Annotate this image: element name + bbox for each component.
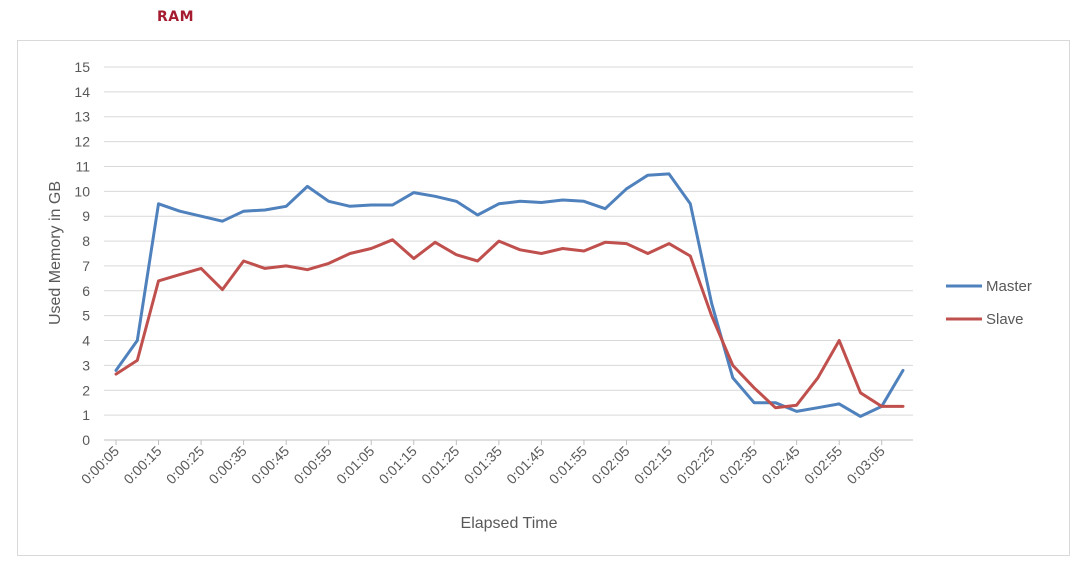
x-axis-ticks: 0:00:050:00:150:00:250:00:350:00:450:00:… [78,440,888,487]
y-tick-label: 13 [74,109,90,125]
y-tick-label: 15 [74,59,90,75]
x-tick-label: 0:00:55 [290,443,334,487]
y-tick-label: 3 [82,357,90,373]
x-tick-label: 0:00:35 [205,443,249,487]
x-tick-label: 0:02:25 [673,443,717,487]
y-tick-label: 10 [74,183,90,199]
chart-heading: RAM [157,9,195,25]
x-tick-label: 0:01:55 [546,443,590,487]
x-tick-label: 0:00:45 [248,443,292,487]
y-tick-label: 6 [82,283,90,299]
y-tick-label: 7 [82,258,90,274]
legend: Master Slave [946,278,1032,328]
legend-label-slave: Slave [986,311,1024,328]
x-tick-label: 0:01:35 [461,443,505,487]
y-tick-label: 1 [82,407,90,423]
x-tick-label: 0:02:45 [758,443,802,487]
x-tick-label: 0:02:05 [588,443,632,487]
x-tick-label: 0:00:05 [78,443,122,487]
x-tick-label: 0:01:25 [418,443,462,487]
y-tick-label: 4 [82,333,90,349]
x-tick-label: 0:02:35 [716,443,760,487]
chart-frame [17,40,1070,556]
x-tick-label: 0:00:15 [120,443,164,487]
x-axis-title: Elapsed Time [461,515,558,532]
x-tick-label: 0:02:55 [801,443,845,487]
gridlines [104,66,913,441]
y-tick-label: 0 [82,432,90,448]
legend-label-master: Master [986,278,1032,295]
y-tick-label: 14 [74,84,90,100]
x-tick-label: 0:00:25 [163,443,207,487]
y-tick-label: 11 [75,158,90,174]
series-line-master [114,172,905,418]
x-tick-label: 0:01:15 [376,443,420,487]
y-axis-title: Used Memory in GB [47,181,64,325]
y-tick-label: 8 [82,233,90,249]
series-line-slave [114,238,905,410]
series-lines [114,172,905,418]
y-tick-label: 2 [82,382,90,398]
y-tick-label: 5 [82,308,90,324]
x-tick-label: 0:01:05 [333,443,377,487]
y-tick-label: 9 [82,208,90,224]
x-tick-label: 0:03:05 [844,443,888,487]
x-tick-label: 0:01:45 [503,443,547,487]
y-tick-label: 12 [74,134,90,150]
x-tick-label: 0:02:15 [631,443,675,487]
